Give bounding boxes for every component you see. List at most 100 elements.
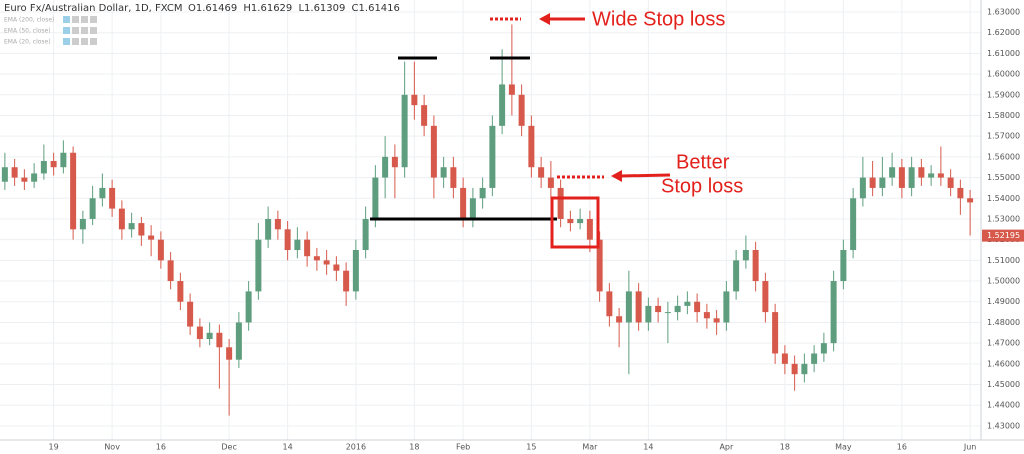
candle-body [89,198,96,219]
candle-body [31,173,38,182]
candle-body [606,291,613,317]
candle-body [40,161,47,174]
candle-body [352,250,359,292]
y-tick-label: 1.46000 [987,359,1020,368]
x-tick-label: 19 [49,443,59,452]
candle-body [820,343,827,354]
candle-body [391,156,398,168]
indicator-icon[interactable] [63,38,70,45]
candle-body [811,353,818,364]
x-tick-label: 2016 [346,443,366,452]
candle-body [879,177,886,188]
candle-body [411,94,418,106]
candle-body [11,167,18,178]
candle-body [21,177,28,182]
indicator-icon[interactable] [63,16,70,23]
candle-body [274,218,281,230]
candle-body [850,198,857,251]
indicator-icon[interactable] [90,27,97,34]
indicator-icon[interactable] [72,38,79,45]
candle-body [138,223,145,236]
indicator-icon[interactable] [90,38,97,45]
candle-body [918,167,925,178]
axes: 1.43000 1.44000 1.45000 1.46000 1.47000 1.480… [49,8,1024,452]
y-tick-label: 1.45000 [987,380,1020,389]
candle-body [118,208,125,230]
indicator-icon[interactable] [81,38,88,45]
y-tick-label: 1.57000 [987,132,1020,141]
candle-body [255,239,262,292]
chart-title: Euro Fx/Australian Dollar, 1D, FXCM [4,3,183,14]
candle-body [460,187,467,219]
candle-body [655,305,662,313]
y-tick-label: 1.49000 [987,297,1020,306]
candle-body [284,229,291,251]
candle-body [421,105,428,126]
candle-body [908,167,915,188]
candle-body [518,94,525,126]
x-tick-label: May [835,443,852,452]
y-tick-label: 1.51000 [987,256,1020,265]
candle-body [499,84,506,126]
indicator-list: EMA (200, close) EMA (50, close) EMA (20… [4,16,97,46]
annotation: Better [676,151,730,173]
x-tick-label: Apr [719,443,734,452]
x-tick-label: 14 [283,443,293,452]
candle-body [840,250,847,282]
candle-body [577,218,584,224]
candle-body [957,187,964,199]
indicator: EMA (20, close) [4,39,51,46]
entry-box [550,196,600,249]
arrow-head [539,13,550,25]
candle-body [235,322,242,360]
y-tick-label: 1.47000 [987,339,1020,348]
indicator-icon[interactable] [63,27,70,34]
candle-body [60,152,67,168]
candle-body [762,281,769,313]
indicator: EMA (200, close) [4,17,54,24]
candle-body [742,250,749,261]
candle-body [967,198,974,203]
candle-body [928,173,935,178]
candle-body [781,353,788,364]
candle-body [70,152,77,230]
candle-body [538,167,545,178]
candle-body [674,305,681,313]
indicator-icon[interactable] [72,16,79,23]
indicator-icon[interactable] [90,16,97,23]
candle-body [616,316,623,323]
last-price-tag [982,229,1024,242]
candle-body [752,250,759,282]
candle-body [343,270,350,292]
candle-body [469,198,476,219]
candle-body [889,167,896,178]
candle-body [401,94,408,168]
candle-body [196,326,203,340]
candle-body [226,347,233,360]
candle-body [703,312,710,319]
indicator-icon[interactable] [81,16,88,23]
y-tick-label: 1.58000 [987,111,1020,120]
candle-body [489,125,496,188]
candle-body [645,305,652,323]
indicator-icon[interactable] [72,27,79,34]
y-tick-label: 1.44000 [987,401,1020,410]
indicator-icon[interactable] [81,27,88,34]
candle-body [245,291,252,323]
y-tick-label: 1.63000 [987,8,1020,17]
candle-body [801,363,808,375]
candle-body [450,167,457,188]
candle-body [479,187,486,199]
candle-body [713,318,720,323]
y-tick-label: 1.50000 [987,277,1020,286]
y-tick-label: 1.61000 [987,49,1020,58]
candle-body [362,218,369,251]
x-tick-label: Nov [104,443,120,452]
candle-body [684,301,691,306]
candle-body [265,218,272,240]
candle-body [791,363,798,375]
candle-body [733,260,740,292]
candle-body [625,291,632,323]
